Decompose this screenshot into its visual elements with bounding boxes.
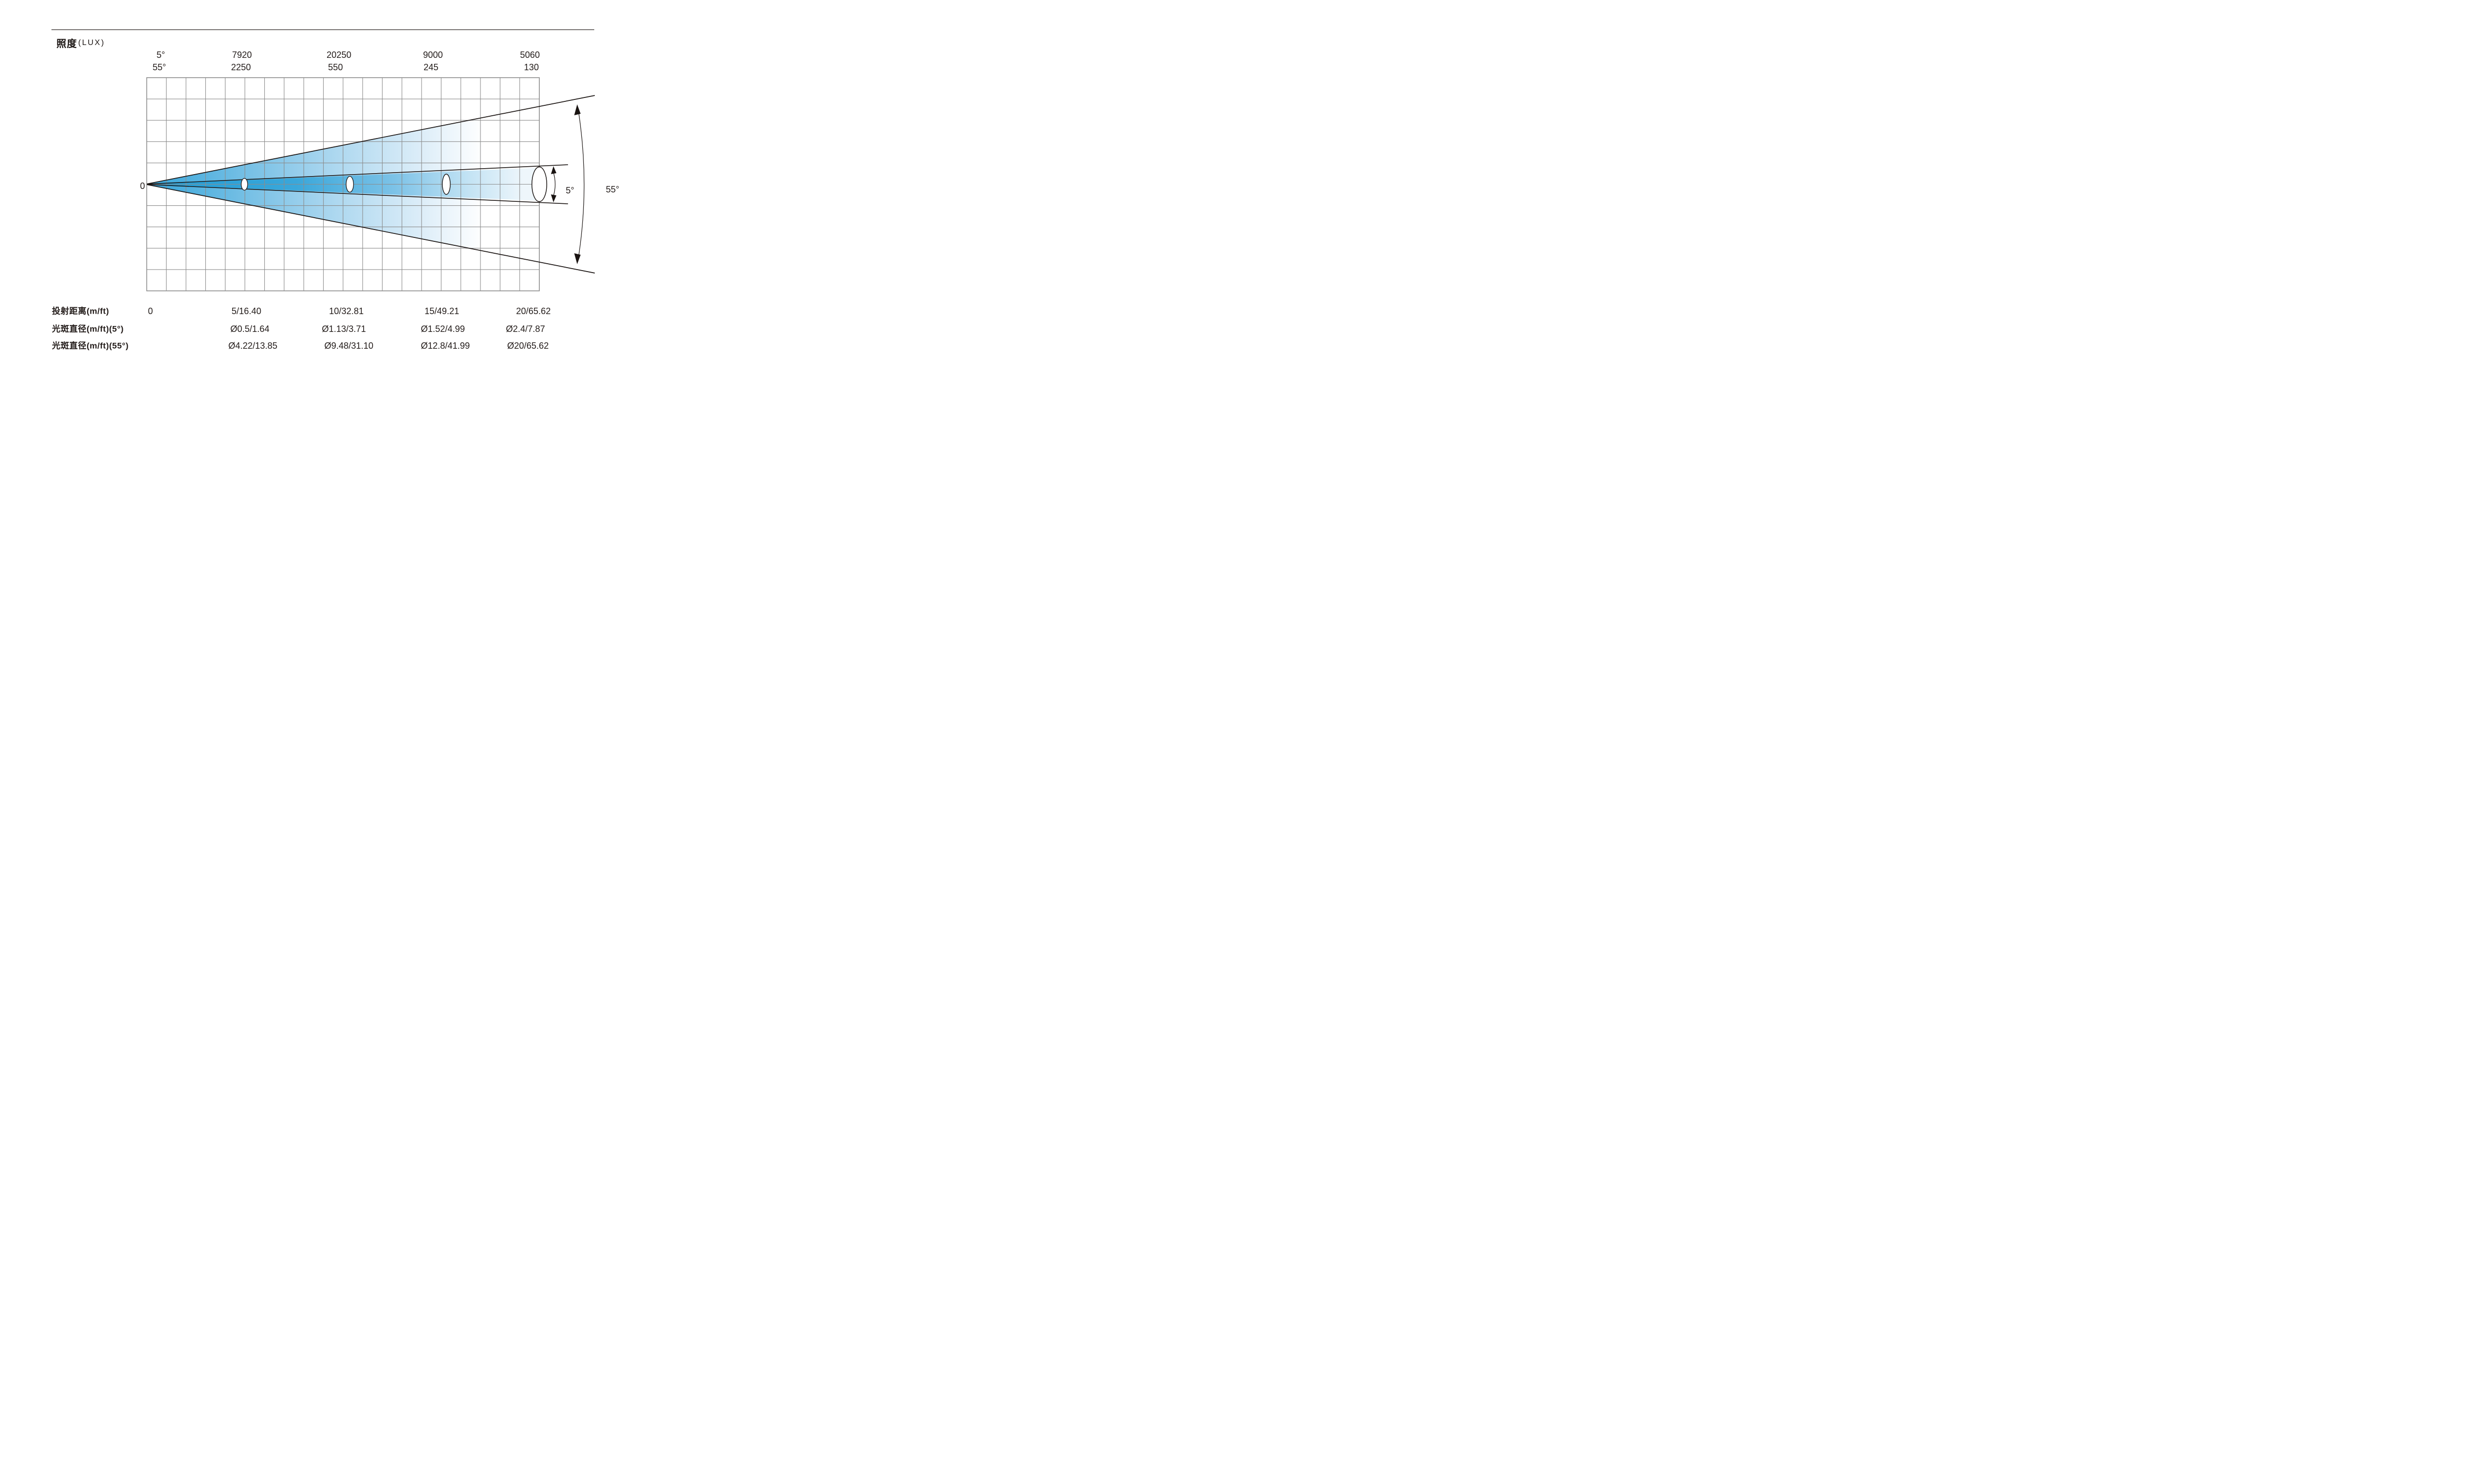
chart-title-text: 照度: [56, 39, 77, 49]
row-label-spot-diameter-55deg: 光斑直径(m/ft)(55°): [52, 341, 129, 351]
wide-beam-top-edge: [146, 95, 595, 185]
arrowhead-55deg-bottom: [574, 253, 581, 264]
chart-title: 照度 (LUX): [56, 36, 105, 50]
distance-0: 0: [147, 306, 153, 316]
spot-marker-20m: [531, 166, 547, 202]
distance-5m: 5/16.40: [231, 306, 262, 316]
lux-5deg-at-20m: 5060: [520, 50, 540, 60]
header-angle-5deg: 5°: [156, 50, 165, 60]
spot-55deg-at-15m: Ø12.8/41.99: [421, 341, 470, 351]
row-label-spot-diameter-5deg: 光斑直径(m/ft)(5°): [52, 324, 124, 334]
chart-title-unit: (LUX): [78, 38, 105, 47]
lux-55deg-at-5m: 2250: [231, 62, 251, 72]
narrow-angle-label: 5°: [566, 186, 574, 195]
wide-beam-bottom-edge: [146, 184, 595, 274]
distance-15m: 15/49.21: [424, 306, 460, 316]
beam-chart-canvas: [51, 29, 595, 291]
angle-arc-5deg: [553, 171, 556, 197]
header-angle-55deg: 55°: [152, 62, 166, 72]
distance-10m: 10/32.81: [329, 306, 364, 316]
row-label-projection-distance: 投射距离(m/ft): [52, 306, 109, 316]
wide-angle-label: 55°: [606, 185, 619, 194]
spot-55deg-at-20m: Ø20/65.62: [507, 341, 549, 351]
spot-marker-10m: [345, 176, 354, 193]
spot-marker-5m: [240, 178, 248, 191]
lux-5deg-at-10m: 20250: [326, 50, 352, 60]
arrowhead-5deg-top: [551, 166, 557, 174]
grid-lines: [146, 78, 539, 291]
narrow-beam-top-edge: [146, 164, 569, 185]
origin-label: 0: [140, 181, 145, 191]
spot-55deg-at-10m: Ø9.48/31.10: [324, 341, 374, 351]
distance-20m: 20/65.62: [516, 306, 551, 316]
angle-arc-55deg: [577, 107, 585, 261]
lux-5deg-at-5m: 7920: [232, 50, 252, 60]
spot-5deg-at-20m: Ø2.4/7.87: [506, 324, 545, 334]
spot-5deg-at-5m: Ø0.5/1.64: [230, 324, 270, 334]
photometric-diagram: 照度 (LUX) 5° 7920 20250 9000 5060 55° 225…: [0, 0, 660, 371]
lux-55deg-at-15m: 245: [423, 62, 439, 72]
arrowhead-55deg-top: [574, 104, 581, 115]
narrow-beam-bottom-edge: [146, 184, 569, 204]
spot-5deg-at-15m: Ø1.52/4.99: [421, 324, 465, 334]
arrowhead-5deg-bottom: [551, 194, 557, 202]
lux-55deg-at-20m: 130: [523, 62, 539, 72]
lux-5deg-at-15m: 9000: [423, 50, 443, 60]
spot-5deg-at-10m: Ø1.13/3.71: [322, 324, 366, 334]
spot-55deg-at-5m: Ø4.22/13.85: [228, 341, 278, 351]
spot-marker-15m: [442, 174, 451, 195]
lux-55deg-at-10m: 550: [328, 62, 343, 72]
